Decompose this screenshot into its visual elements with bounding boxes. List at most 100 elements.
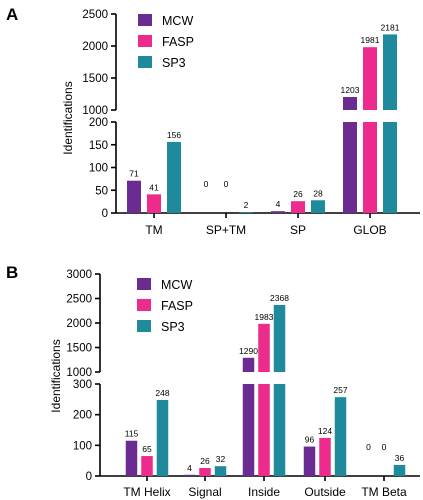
y-tick-label: 1500 [66,343,92,355]
bar [319,437,331,476]
y-axis-label: Identifications [61,81,75,154]
legend-entry: SP3 [162,56,186,70]
bar-lower-segment [273,384,286,476]
x-category-label: SP+TM [206,223,246,237]
bar-data-label: 0 [224,179,229,189]
bar [239,212,253,213]
y-tick-label: 2000 [82,41,108,53]
y-tick-label: 50 [95,185,108,197]
bar [273,304,286,372]
y-tick-label: 100 [89,163,108,175]
y-tick-label: 200 [89,117,108,129]
bar-data-label: 124 [318,426,332,436]
bar [258,323,270,372]
x-category-label: Signal [188,485,221,499]
bar-data-label: 28 [313,188,323,198]
bar-data-label: 96 [305,435,315,445]
legend-swatch [137,278,151,290]
bar-data-label: 4 [187,463,192,473]
bar-data-label: 156 [167,130,181,140]
x-category-label: TM Beta [361,485,407,499]
y-tick-label: 200 [73,410,92,422]
x-category-label: Inside [248,485,280,499]
bar-data-label: 4 [276,199,281,209]
bar-data-label: 26 [200,456,210,466]
legend-swatch [138,56,152,68]
bar [147,194,161,213]
panel-a-chart: A Identifications05010015020010001500200… [6,5,420,237]
bar [271,211,285,213]
y-tick-label: 2500 [66,294,92,306]
bar [303,446,316,476]
bar-data-label: 115 [125,429,139,439]
bar [383,34,397,110]
bar [125,440,138,476]
bar-lower-segment [258,384,270,476]
bar-data-label: 32 [216,454,226,464]
bar-data-label: 71 [129,169,139,179]
bar [127,180,141,213]
bar-lower-segment [363,122,377,213]
legend-swatch [137,299,151,311]
bar-lower-segment [242,384,255,476]
bar-data-label: 0 [382,442,387,452]
x-category-label: SP [290,223,306,237]
bar-lower-segment [343,122,357,213]
x-category-label: Outside [304,485,346,499]
y-tick-label: 0 [102,208,108,220]
y-tick-label: 2500 [82,9,108,21]
bar [363,47,377,110]
bar [393,464,406,476]
legend-entry: MCW [161,278,192,292]
bar-data-label: 1983 [255,312,274,322]
y-tick-label: 2000 [66,318,92,330]
bar-lower-segment [383,122,397,213]
bar-data-label: 36 [395,453,405,463]
bar [156,399,169,476]
bar-data-label: 2181 [381,22,400,32]
legend-swatch [137,320,151,332]
bar-data-label: 41 [149,182,159,192]
legend-swatch [138,14,152,26]
bar [242,357,255,372]
y-tick-label: 100 [73,440,92,452]
y-axis-label: Identifications [49,339,63,412]
bar-data-label: 0 [366,442,371,452]
panel-a-letter: A [6,5,18,24]
legend-entry: MCW [162,14,193,28]
y-tick-label: 300 [73,379,92,391]
legend-entry: FASP [161,299,193,313]
bar [214,466,227,476]
y-tick-label: 1000 [82,105,108,117]
bar-data-label: 26 [293,189,303,199]
bar-data-label: 1981 [361,35,380,45]
bar-data-label: 2 [244,200,249,210]
legend-swatch [138,35,152,47]
bar [167,142,181,213]
y-tick-label: 0 [86,471,92,483]
bar-data-label: 2368 [270,293,289,303]
bar-data-label: 257 [333,385,347,395]
x-category-label: GLOB [353,223,386,237]
bar [334,397,347,476]
bar-data-label: 1290 [239,346,258,356]
bar [291,201,305,213]
legend-entry: SP3 [161,320,185,334]
y-tick-label: 1500 [82,73,108,85]
bar-data-label: 65 [142,444,152,454]
panel-b-letter: B [6,263,18,282]
bar [199,468,211,476]
x-category-label: TM Helix [123,485,170,499]
y-tick-label: 150 [89,140,108,152]
x-category-label: TM [145,223,162,237]
bar [311,200,325,213]
bar-data-label: 0 [204,179,209,189]
bar [141,456,153,476]
bar [183,474,196,476]
y-tick-label: 3000 [66,269,92,281]
y-tick-label: 1000 [66,367,92,379]
bar-data-label: 248 [155,388,169,398]
bar [343,97,357,110]
